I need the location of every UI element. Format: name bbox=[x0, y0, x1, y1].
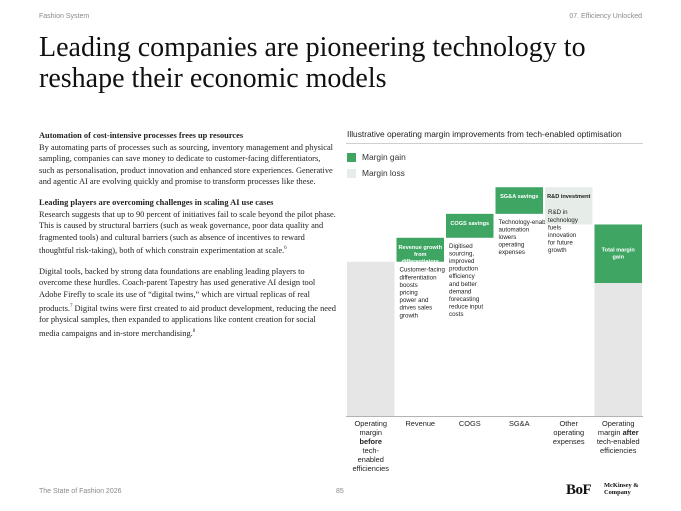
legend-swatch-gain bbox=[347, 152, 356, 162]
bar-note-1: Customer-facing differentiation boosts pric… bbox=[400, 267, 446, 320]
paragraph-3-text-b: Digital twins were first created to aid … bbox=[39, 303, 336, 338]
chart-title-divider bbox=[346, 143, 643, 144]
legend-label-gain: Margin gain bbox=[362, 152, 406, 162]
footer-publication: The State of Fashion 2026 bbox=[39, 488, 122, 495]
bar-group-1 bbox=[396, 237, 444, 262]
bar-group-5 bbox=[594, 224, 642, 416]
paragraph-1-text: By automating parts of processes such as… bbox=[39, 142, 333, 187]
chart-title: Illustrative operating margin improvemen… bbox=[347, 129, 622, 139]
bar-group-0 bbox=[347, 261, 395, 416]
body-text-column: Automation of cost-intensive processes f… bbox=[39, 130, 336, 348]
footnote-ref: 8 bbox=[192, 328, 196, 334]
bar-gain bbox=[495, 187, 543, 214]
bar-total-base bbox=[594, 283, 642, 416]
page-title: Leading companies are pioneering technol… bbox=[39, 32, 586, 94]
x-tick-label-1: Revenue bbox=[405, 419, 435, 428]
bar-group-2 bbox=[446, 213, 494, 238]
paragraph-1: Automation of cost-intensive processes f… bbox=[39, 130, 336, 188]
paragraph-1-heading: Automation of cost-intensive processes f… bbox=[39, 131, 244, 140]
paragraph-2-text: Research suggests that up to 90 percent … bbox=[39, 209, 336, 256]
mckinsey-logo: McKinsey & Company bbox=[604, 482, 639, 497]
footer-page-number: 85 bbox=[336, 488, 344, 495]
header-chapter-label: 07. Efficiency Unlocked bbox=[569, 13, 642, 20]
x-tick-label-4: Other operating expenses bbox=[553, 419, 585, 446]
bar-label-3: SG&A savings bbox=[500, 194, 538, 200]
paragraph-3-text-a: Digital tools, backed by strong data fou… bbox=[39, 266, 316, 313]
bar-label-5: Total margin gain bbox=[602, 248, 636, 261]
bar-note-4: R&D in technology fuels innovation for futur… bbox=[548, 209, 579, 254]
legend-item-gain: Margin gain bbox=[347, 152, 406, 162]
bar-base bbox=[347, 261, 395, 416]
paragraph-3: Digital tools, backed by strong data fou… bbox=[39, 266, 336, 339]
x-tick-label-5: Operating margin after tech-enabled efficie… bbox=[597, 419, 640, 455]
paragraph-2: Leading players are overcoming challenge… bbox=[39, 197, 336, 257]
bar-gain bbox=[446, 213, 494, 238]
x-tick-label-0: Operating margin before tech-enabled efficie… bbox=[353, 419, 390, 473]
bar-group-3 bbox=[495, 187, 543, 214]
bar-label-2: COGS savings bbox=[450, 221, 489, 227]
legend-label-loss: Margin loss bbox=[362, 168, 405, 178]
x-tick-label-3: SG&A bbox=[509, 419, 530, 428]
bar-note-3: Technology-enabled automation lowers operat… bbox=[499, 219, 555, 256]
bar-label-1: Revenue growth from differentiators bbox=[398, 245, 442, 265]
x-tick-label-2: COGS bbox=[459, 419, 481, 428]
bar-loss bbox=[545, 187, 593, 225]
bar-label-4: R&D investment bbox=[547, 194, 590, 200]
paragraph-2-heading: Leading players are overcoming challenge… bbox=[39, 197, 274, 207]
bof-logo: BoF bbox=[566, 482, 592, 498]
footnote-ref: 7 bbox=[69, 303, 73, 309]
legend-swatch-loss bbox=[347, 168, 356, 178]
footnote-ref: 6 bbox=[284, 246, 287, 252]
bar-gain bbox=[396, 237, 444, 262]
bar-group-4 bbox=[545, 187, 593, 225]
header-section-label: Fashion System bbox=[39, 13, 90, 20]
bar-total-gain bbox=[594, 224, 642, 283]
legend-item-loss: Margin loss bbox=[347, 168, 405, 178]
bar-note-2: Digitised sourcing, improved production effi… bbox=[449, 243, 483, 318]
